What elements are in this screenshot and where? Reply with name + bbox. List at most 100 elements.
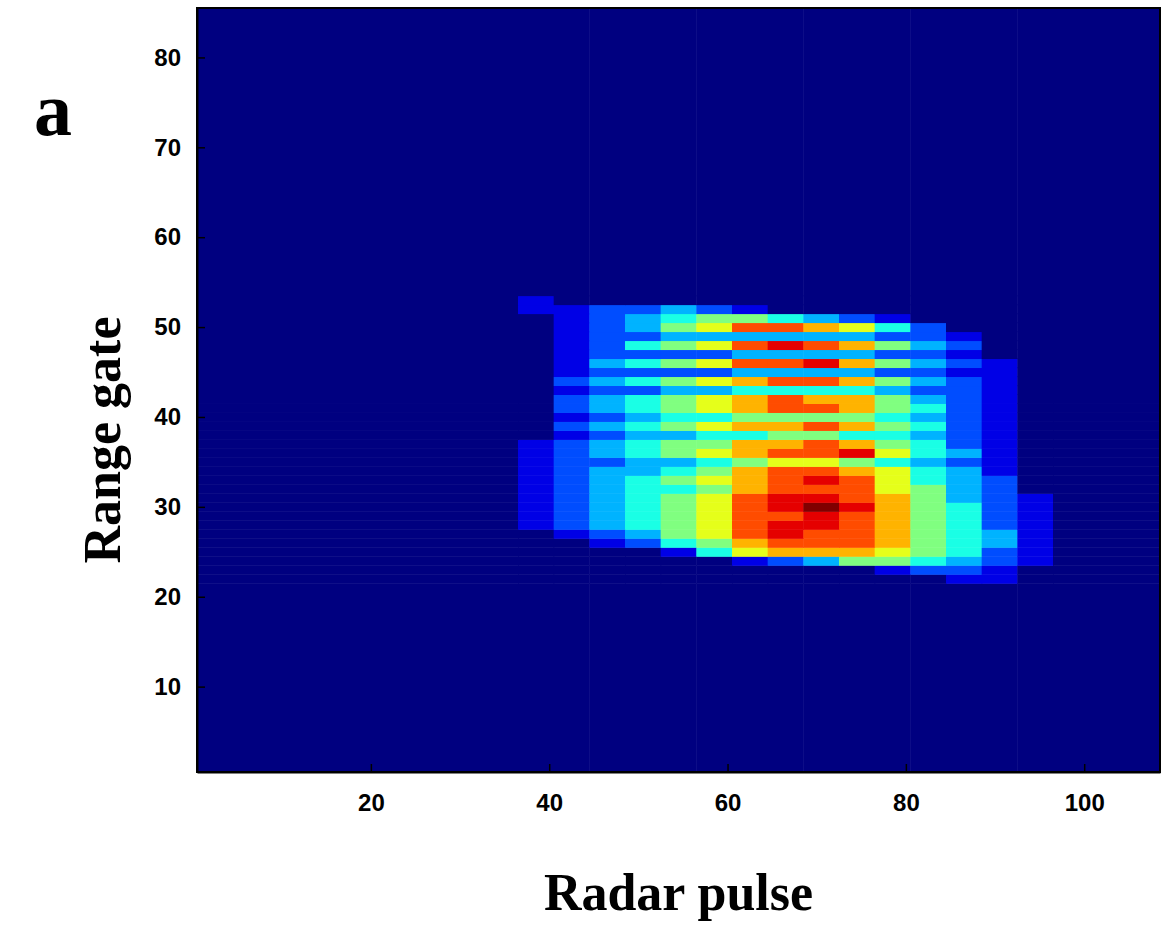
heat-cell [732, 466, 768, 475]
heat-cell [768, 547, 804, 556]
heat-cell [982, 305, 1018, 314]
heat-cell [1053, 448, 1160, 457]
heat-cell [518, 529, 554, 538]
heat-cell [910, 511, 946, 520]
heat-cell [625, 565, 661, 574]
heat-cell [625, 538, 661, 547]
heat-cell [661, 377, 697, 386]
heat-cell [910, 538, 946, 547]
heat-cell [696, 421, 732, 430]
heat-cell [803, 448, 839, 457]
heat-cell [732, 421, 768, 430]
heat-cell [803, 502, 839, 511]
heat-cell [732, 547, 768, 556]
heat-cell [696, 448, 732, 457]
heat-cell [197, 305, 519, 314]
heat-cell [946, 475, 982, 484]
heat-cell [197, 529, 519, 538]
heat-cell [875, 341, 911, 350]
heat-cell [554, 394, 590, 403]
heat-cell [625, 511, 661, 520]
heat-cell [910, 583, 946, 772]
heat-cell [1017, 350, 1053, 359]
heat-cell [946, 296, 982, 305]
heat-cell [696, 394, 732, 403]
heat-cell [768, 556, 804, 565]
heat-cell [839, 403, 875, 412]
heat-cell [661, 484, 697, 493]
heat-cell [768, 484, 804, 493]
heat-cell [768, 529, 804, 538]
heat-cell [839, 574, 875, 583]
heat-cell [803, 574, 839, 583]
heat-cell [661, 430, 697, 439]
heat-cell [197, 377, 519, 386]
heat-cell [1053, 556, 1160, 565]
heat-cell [946, 421, 982, 430]
heat-cell [1017, 466, 1053, 475]
heat-cell [732, 8, 768, 296]
heat-cell [661, 359, 697, 368]
heat-cell [910, 448, 946, 457]
heat-cell [1053, 341, 1160, 350]
heat-cell [768, 341, 804, 350]
heat-cell [803, 323, 839, 332]
heat-cell [803, 583, 839, 772]
heat-cell [875, 475, 911, 484]
heat-cell [1017, 475, 1053, 484]
heat-cell [732, 314, 768, 323]
heat-cell [518, 8, 554, 296]
heat-cell [910, 529, 946, 538]
heat-cell [696, 368, 732, 377]
heat-cell [589, 350, 625, 359]
heat-cell [768, 457, 804, 466]
heat-cell [732, 386, 768, 395]
heat-cell [661, 394, 697, 403]
heat-cell [1053, 583, 1160, 772]
heat-cell [982, 314, 1018, 323]
heat-cell [1053, 466, 1160, 475]
heat-cell [661, 529, 697, 538]
heat-cell [518, 305, 554, 314]
heat-cell [1017, 394, 1053, 403]
heat-cell [696, 350, 732, 359]
heat-cell [625, 475, 661, 484]
heat-cell [1053, 520, 1160, 529]
heat-cell [696, 403, 732, 412]
heat-cell [589, 583, 625, 772]
heat-cell [197, 583, 519, 772]
heat-cell [946, 502, 982, 511]
heat-cell [1053, 457, 1160, 466]
heat-cell [732, 305, 768, 314]
heat-cell [946, 529, 982, 538]
heat-cell [768, 448, 804, 457]
heat-cell [554, 475, 590, 484]
heat-cell [875, 386, 911, 395]
heat-cell [197, 350, 519, 359]
heat-cell [589, 529, 625, 538]
cells [197, 8, 1160, 772]
heat-cell [554, 583, 590, 772]
heat-cell [696, 529, 732, 538]
heat-cell [661, 350, 697, 359]
heat-cell [875, 377, 911, 386]
heat-cell [803, 8, 839, 296]
heat-cell [982, 421, 1018, 430]
heat-cell [197, 457, 519, 466]
y-tick-label: 50 [154, 313, 181, 340]
heat-cell [732, 341, 768, 350]
heat-cell [1017, 529, 1053, 538]
heat-cell [982, 359, 1018, 368]
heat-cell [732, 565, 768, 574]
y-tick-mark [197, 507, 205, 509]
heat-cell [768, 403, 804, 412]
heat-cell [589, 484, 625, 493]
heat-cell [197, 484, 519, 493]
x-tick-label: 20 [358, 789, 385, 816]
heat-cell [803, 547, 839, 556]
heat-cell [197, 520, 519, 529]
heat-cell [696, 475, 732, 484]
heat-cell [589, 457, 625, 466]
heat-cell [554, 359, 590, 368]
heat-cell [982, 583, 1018, 772]
